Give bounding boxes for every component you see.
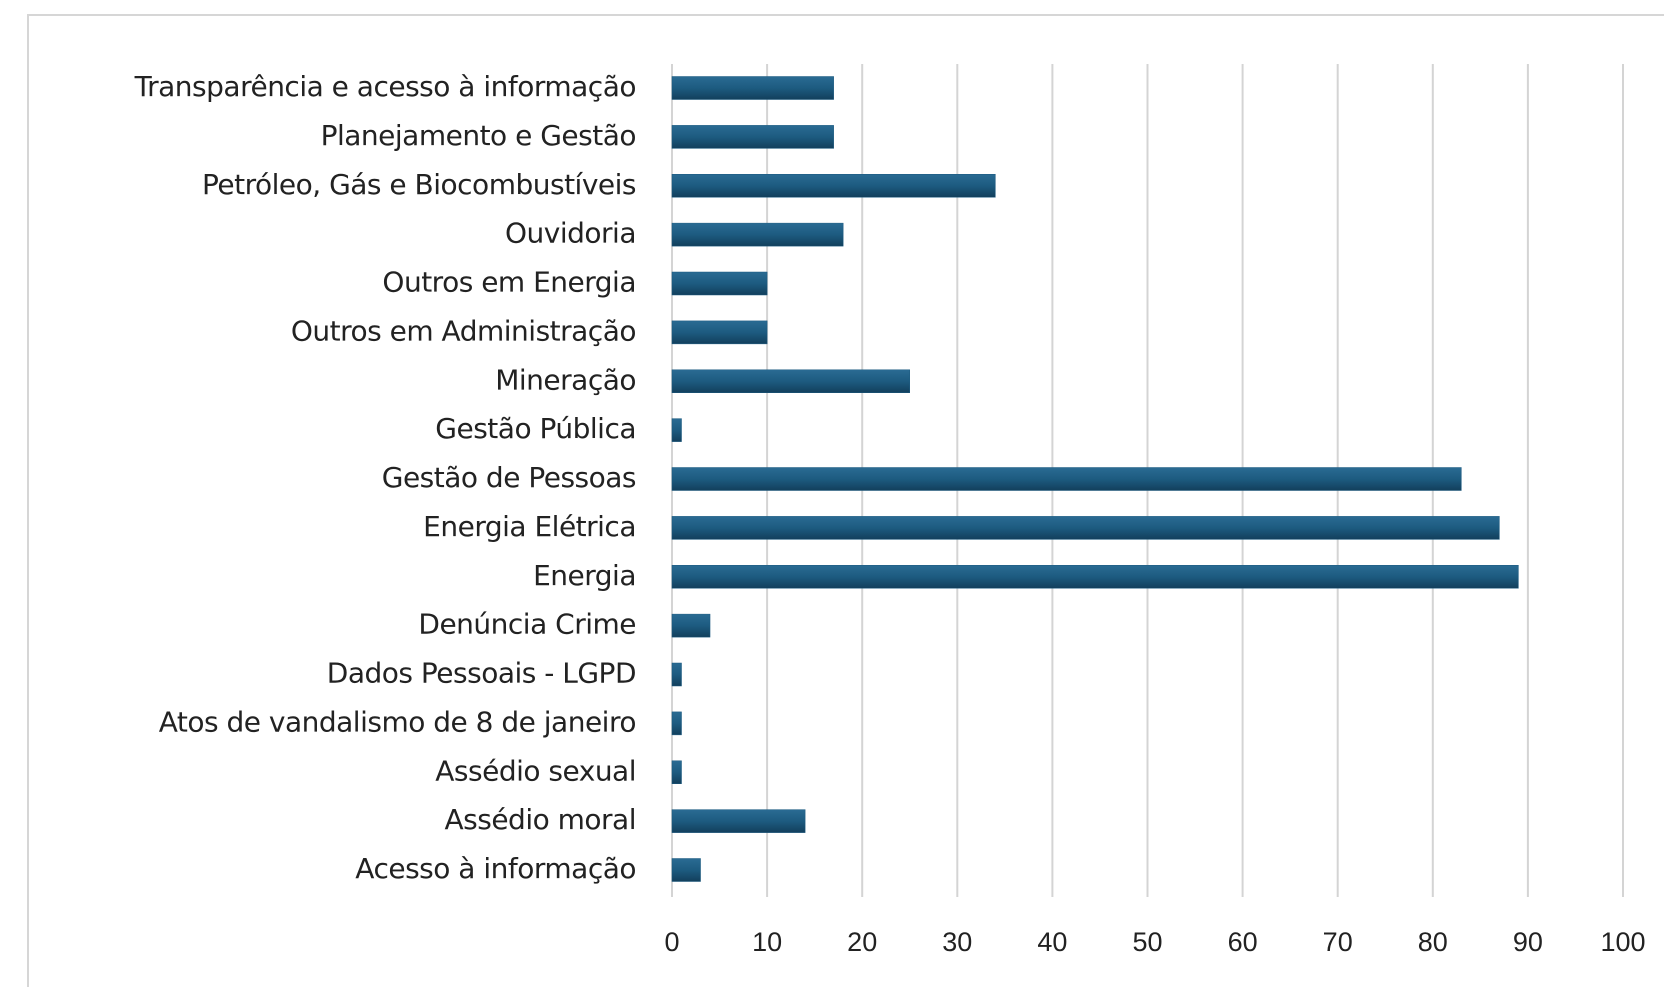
y-tick-label: Gestão Pública	[435, 412, 636, 445]
bar	[671, 125, 834, 149]
bar	[671, 662, 682, 687]
chart-frame	[27, 14, 1664, 987]
y-tick-label: Petróleo, Gás e Biocombustíveis	[202, 168, 636, 201]
y-tick-label: Transparência e acesso à informação	[134, 70, 636, 103]
bars	[671, 76, 1519, 882]
bar	[671, 858, 701, 882]
y-tick-label: Assédio moral	[445, 803, 637, 836]
bar	[671, 613, 711, 638]
x-tick-label: 60	[1228, 927, 1258, 957]
y-tick-label: Energia	[533, 559, 636, 592]
x-tick-label: 40	[1037, 927, 1067, 957]
bar	[671, 222, 844, 247]
x-tick-label: 30	[942, 927, 972, 957]
bar	[671, 271, 768, 296]
y-tick-label: Energia Elétrica	[423, 510, 636, 543]
y-tick-label: Assédio sexual	[435, 754, 636, 787]
bar	[671, 320, 768, 345]
x-tick-label: 50	[1132, 927, 1162, 957]
bar	[671, 809, 806, 833]
x-tick-label: 0	[664, 927, 679, 957]
y-tick-label: Gestão de Pessoas	[382, 461, 636, 494]
bar	[671, 565, 1519, 589]
y-tick-label: Mineração	[495, 363, 636, 396]
y-tick-label: Denúncia Crime	[418, 608, 636, 641]
y-tick-label: Acesso à informação	[355, 852, 636, 885]
y-tick-label: Planejamento e Gestão	[321, 119, 636, 152]
bar	[671, 76, 834, 100]
x-tick-label: 10	[752, 927, 782, 957]
x-tick-label: 20	[847, 927, 877, 957]
bar	[671, 174, 996, 198]
x-tick-label: 80	[1418, 927, 1448, 957]
bar	[671, 418, 682, 442]
bar	[671, 760, 682, 784]
x-tick-label: 90	[1513, 927, 1543, 957]
x-tick-label: 70	[1323, 927, 1353, 957]
y-tick-label: Dados Pessoais - LGPD	[327, 657, 636, 690]
y-tick-label: Outros em Energia	[382, 266, 636, 299]
bar	[671, 516, 1500, 540]
y-tick-label: Outros em Administração	[291, 314, 636, 347]
bar	[671, 369, 910, 393]
bar	[671, 711, 682, 736]
y-tick-label: Ouvidoria	[505, 217, 636, 250]
y-tick-label: Atos de vandalismo de 8 de janeiro	[159, 705, 636, 738]
bar	[671, 467, 1462, 491]
x-tick-label: 100	[1600, 927, 1645, 957]
